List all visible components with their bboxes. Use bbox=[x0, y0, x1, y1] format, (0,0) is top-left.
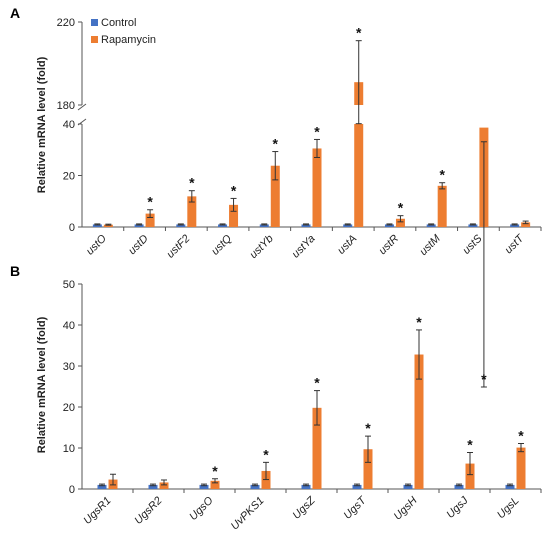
bar-UgsO-control bbox=[199, 484, 209, 489]
bar-ustO-rapamycin bbox=[103, 224, 113, 227]
y-tick-label: 20 bbox=[63, 171, 75, 183]
legend-control-label: Control bbox=[101, 17, 136, 29]
bar-UgsO-rapamycin bbox=[210, 480, 220, 489]
bar-ustD-control bbox=[134, 224, 144, 227]
y-tick-label: 30 bbox=[63, 361, 75, 373]
bar-ustF2-rapamycin bbox=[187, 196, 197, 227]
legend-rapamycin-swatch bbox=[91, 36, 98, 43]
bar-ustA-control bbox=[343, 224, 353, 227]
significance-star: * bbox=[467, 437, 473, 453]
significance-star: * bbox=[416, 314, 422, 330]
bar-ustYa-rapamycin bbox=[312, 148, 322, 227]
x-tick-label: ustO bbox=[84, 232, 109, 257]
significance-star: * bbox=[273, 136, 279, 152]
x-tick-label: UgsO bbox=[187, 494, 216, 523]
bar-UgsT-control bbox=[352, 484, 362, 489]
x-tick-label: ustYa bbox=[290, 233, 318, 261]
bar-ustT-control bbox=[510, 224, 520, 227]
x-tick-label: ustD bbox=[126, 233, 151, 258]
y-tick-label: 0 bbox=[69, 484, 75, 496]
y-tick-label: 50 bbox=[63, 279, 75, 291]
bar-UgsR2-control bbox=[148, 484, 158, 489]
significance-star: * bbox=[212, 463, 218, 479]
panel-a-label: A bbox=[10, 5, 20, 21]
y-tick-label: 40 bbox=[63, 119, 75, 131]
y-tick-label: 0 bbox=[69, 222, 75, 234]
y-tick-label: 20 bbox=[63, 402, 75, 414]
bar-ustO-control bbox=[92, 224, 102, 227]
bar-UgsZ-control bbox=[301, 484, 311, 489]
bar-ustM-control bbox=[426, 224, 436, 227]
y-tick-label: 40 bbox=[63, 320, 75, 332]
bar-ustR-rapamycin bbox=[395, 218, 405, 227]
bar-UgsH-rapamycin bbox=[414, 354, 424, 489]
bar-UgsR2-rapamycin bbox=[159, 482, 169, 489]
x-tick-label: ustYb bbox=[248, 233, 276, 261]
y-tick-label: 220 bbox=[57, 17, 75, 29]
x-tick-label: ustT bbox=[503, 232, 528, 257]
x-tick-label: UvPKS1 bbox=[229, 495, 267, 533]
x-tick-label: ustS bbox=[460, 232, 485, 257]
x-tick-label: ustM bbox=[417, 232, 443, 258]
x-tick-label: UgsR1 bbox=[81, 495, 113, 527]
bar-UgsZ-rapamycin bbox=[312, 407, 322, 489]
x-tick-label: UgsH bbox=[392, 495, 420, 523]
x-tick-label: ustR bbox=[377, 233, 402, 258]
y-tick-label: 10 bbox=[63, 443, 75, 455]
significance-star: * bbox=[398, 200, 404, 216]
significance-star: * bbox=[365, 420, 371, 436]
panel-a-plot: 0 20 40 180 220 ustO * ustD * ustF2 * ustQ * ustYb * us… bbox=[57, 17, 542, 388]
bar-ustQ-control bbox=[218, 224, 228, 227]
x-tick-label: UgsT bbox=[342, 494, 370, 522]
bar-UgsJ-control bbox=[454, 484, 464, 489]
x-tick-label: UgsJ bbox=[444, 494, 471, 521]
legend-rapamycin-label: Rapamycin bbox=[101, 34, 156, 46]
significance-star: * bbox=[147, 194, 153, 210]
bar-UvPKS1-control bbox=[250, 484, 260, 489]
bar-UgsL-rapamycin bbox=[516, 447, 526, 489]
panel-a-ylabel: Relative mRNA level (fold) bbox=[36, 56, 48, 193]
significance-star: * bbox=[263, 446, 269, 462]
bar-UgsJ-rapamycin bbox=[465, 463, 475, 489]
panel-b-label: B bbox=[10, 263, 20, 279]
x-tick-label: ustQ bbox=[209, 232, 234, 257]
bar-ustR-control bbox=[384, 224, 394, 227]
bar-UgsT-rapamycin bbox=[363, 449, 373, 489]
panel-b-plot: 0 10 20 30 40 50 UgsR1 UgsR2 * UgsO * UvPKS1 * UgsZ * U… bbox=[63, 279, 542, 533]
bar-ustS-control bbox=[468, 224, 478, 227]
significance-star: * bbox=[481, 371, 487, 387]
bar-ustYa-control bbox=[301, 224, 311, 227]
bar-UgsH-control bbox=[403, 484, 413, 489]
significance-star: * bbox=[189, 175, 195, 191]
bar-ustM-rapamycin bbox=[437, 185, 447, 227]
significance-star: * bbox=[518, 427, 524, 443]
bar-ustT-rapamycin bbox=[521, 222, 531, 227]
bar-ustA-rapamycin-lower bbox=[354, 124, 364, 227]
panel-a-legend: Control Rapamycin bbox=[91, 17, 156, 46]
y-tick-label: 180 bbox=[57, 100, 75, 112]
significance-star: * bbox=[439, 167, 445, 183]
x-tick-label: ustA bbox=[335, 233, 359, 257]
bar-UgsL-control bbox=[505, 484, 515, 489]
significance-star: * bbox=[314, 375, 320, 391]
significance-star: * bbox=[231, 182, 237, 198]
bar-ustYb-control bbox=[259, 224, 269, 227]
bar-ustD-rapamycin bbox=[145, 213, 155, 227]
significance-star: * bbox=[314, 123, 320, 139]
bar-ustQ-rapamycin bbox=[229, 204, 239, 227]
bar-ustF2-control bbox=[176, 224, 186, 227]
legend-control-swatch bbox=[91, 19, 98, 26]
x-tick-label: UgsZ bbox=[291, 494, 319, 522]
axis-break-mark bbox=[77, 103, 87, 111]
x-tick-label: UgsL bbox=[495, 495, 522, 522]
bar-ustYb-rapamycin bbox=[270, 165, 280, 227]
significance-star: * bbox=[356, 25, 362, 41]
x-tick-label: ustF2 bbox=[164, 233, 192, 261]
x-tick-label: UgsR2 bbox=[132, 495, 164, 527]
panel-b-ylabel: Relative mRNA level (fold) bbox=[36, 316, 48, 453]
bar-UgsR1-control bbox=[97, 484, 107, 489]
